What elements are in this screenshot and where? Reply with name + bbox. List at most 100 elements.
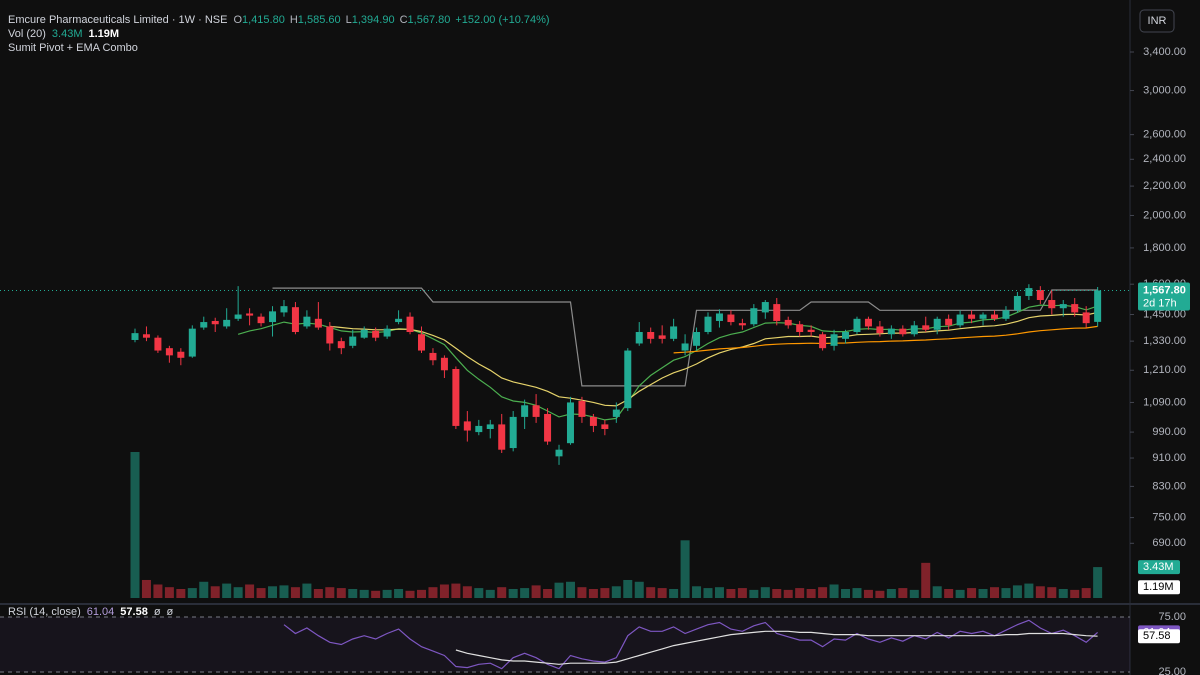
candle-body: [956, 314, 964, 326]
volume-bar: [692, 586, 702, 598]
candle-body: [349, 336, 357, 346]
last-price-label: 1,567.80: [1143, 284, 1186, 296]
candle-body: [750, 308, 758, 325]
y-tick-label: 1,450.00: [1143, 308, 1186, 320]
ohlc-key: C: [400, 14, 408, 26]
volume-bar: [783, 589, 793, 598]
rsi-legend-value: 57.58: [120, 606, 148, 618]
volume-bar: [382, 589, 392, 598]
y-tick-label: 830.00: [1152, 480, 1186, 492]
candle-body: [498, 424, 506, 450]
volume-bar: [772, 588, 782, 598]
volume-bar: [359, 589, 369, 598]
volume-bar: [394, 588, 404, 598]
candle-body: [486, 424, 494, 429]
candle-body: [372, 330, 380, 338]
candle-body: [1013, 295, 1021, 311]
candle-body: [142, 334, 150, 338]
candle-body: [784, 319, 792, 326]
volume-bar: [210, 586, 220, 598]
y-tick-label: 750.00: [1152, 512, 1186, 524]
candle-body: [555, 449, 563, 457]
ohlc-value: 1,394.90: [352, 14, 395, 26]
y-tick-label: 2,200.00: [1143, 180, 1186, 192]
volume-bar: [932, 586, 942, 598]
volume-bar: [863, 589, 873, 598]
volume-bar: [439, 584, 449, 598]
volume-tag-label: 3.43M: [1143, 561, 1174, 573]
ema-line: [237, 304, 1098, 421]
candle-body: [429, 352, 437, 361]
rsi-line: [283, 619, 1098, 670]
volume-bar: [565, 581, 575, 598]
y-tick-label: 2,000.00: [1143, 209, 1186, 221]
volume-bar: [302, 583, 312, 598]
last-price-tag: [1138, 282, 1190, 311]
ohlc-key: L: [346, 14, 352, 26]
rsi-placeholder: ø: [154, 606, 161, 618]
rsi-title: RSI (14, close): [8, 606, 81, 618]
currency[interactable]: INR: [1148, 15, 1167, 27]
candle-body: [452, 368, 460, 426]
volume-ma-value: 1.19M: [89, 28, 120, 40]
candle-body: [1059, 304, 1067, 309]
candle-body: [200, 322, 208, 328]
candle-body: [601, 424, 609, 429]
volume-bar: [1058, 588, 1068, 598]
candle-body: [246, 313, 254, 316]
volume-bar: [829, 584, 839, 598]
y-tick-label: 690.00: [1152, 537, 1186, 549]
volume-bar: [417, 589, 426, 598]
candle-body: [807, 329, 815, 333]
candle-body: [910, 325, 918, 335]
volume-bar: [290, 587, 300, 598]
ohlc-value: 1,567.80: [408, 14, 451, 26]
candle-body: [154, 337, 162, 351]
volume-bar: [611, 586, 621, 598]
candle-body: [899, 328, 907, 335]
volume-bar: [1070, 589, 1080, 598]
volume-bar: [760, 587, 770, 598]
volume-bar: [279, 585, 289, 598]
candle-body: [406, 316, 414, 333]
ohlc-key: O: [233, 14, 242, 26]
candle-body: [693, 332, 701, 346]
candle-body: [968, 314, 976, 319]
candle-body: [876, 326, 884, 334]
candle-body: [738, 323, 746, 326]
volume-bar: [520, 588, 530, 598]
volume-bar: [199, 581, 209, 598]
candle-body: [773, 304, 781, 321]
candle-body: [418, 334, 425, 351]
rsi-band: [0, 617, 1130, 673]
y-tick-label: 75.00: [1158, 611, 1186, 623]
candle-body: [727, 314, 735, 323]
y-tick-label: 910.00: [1152, 452, 1186, 464]
volume-bar: [428, 587, 438, 598]
volume-bar: [875, 590, 885, 598]
candle-body: [463, 421, 471, 431]
volume-bar: [623, 579, 633, 598]
candle-body: [314, 318, 322, 328]
countdown: 2d 17h: [1143, 297, 1177, 309]
currency-button[interactable]: [1139, 9, 1175, 33]
volume-bar: [714, 587, 724, 598]
volume-bar: [1093, 567, 1103, 598]
candle-body: [521, 405, 529, 417]
volume-bar: [497, 587, 507, 598]
candle-body: [1025, 288, 1033, 296]
y-tick-label: 1,090.00: [1143, 396, 1186, 408]
candle-body: [578, 401, 586, 417]
candle-body: [395, 318, 403, 323]
y-tick-label: 990.00: [1152, 426, 1186, 438]
legend-title-line: Emcure Pharmaceuticals Limited · 1W · NS…: [8, 14, 550, 26]
candle-body: [211, 320, 219, 325]
candle-body: [864, 318, 872, 327]
volume-bar: [909, 589, 919, 598]
candle-body: [819, 334, 827, 349]
candle-body: [360, 329, 368, 338]
volume-bar: [1012, 585, 1022, 598]
rsi-legend: RSI (14, close) 61.04 57.58 ø ø: [8, 606, 174, 618]
candle-body: [257, 316, 265, 324]
